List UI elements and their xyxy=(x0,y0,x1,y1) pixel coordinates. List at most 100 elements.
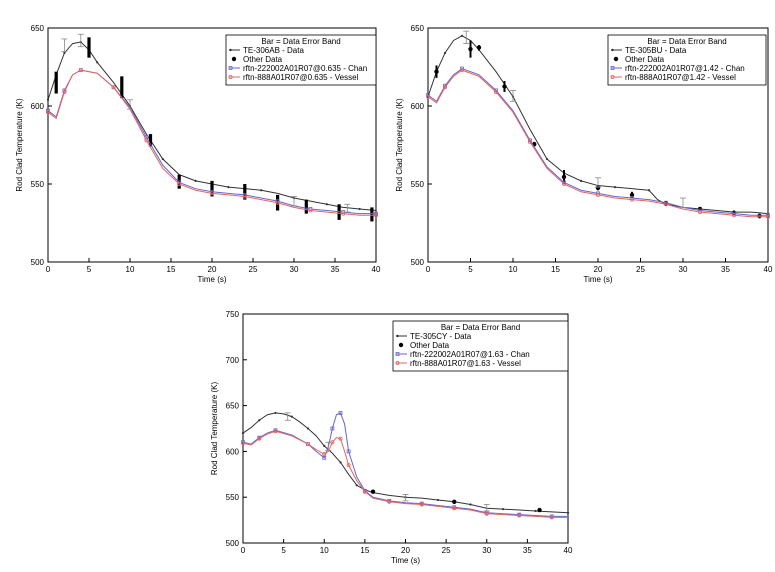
error-band xyxy=(284,412,291,421)
data-point xyxy=(323,444,326,448)
series-2 xyxy=(241,411,568,519)
legend-symbol xyxy=(228,75,240,80)
data-point xyxy=(290,415,293,418)
error-band xyxy=(510,90,516,102)
data-point xyxy=(242,194,247,199)
series-line xyxy=(242,412,568,517)
error-band xyxy=(291,196,297,207)
legend-symbol xyxy=(610,75,622,80)
series-line xyxy=(47,69,376,216)
series-line xyxy=(242,430,568,518)
data-point xyxy=(534,509,537,513)
data-point xyxy=(322,452,327,457)
legend-marker xyxy=(610,75,615,80)
chart-top-right: 0 5 10 15 20 25 30 35 40 500 550 600 650 Time (s) Rod … xyxy=(395,24,773,284)
data-point xyxy=(579,179,583,182)
x-tick-label: 20 xyxy=(594,265,603,274)
legend-title: Bar = Data Error Band xyxy=(261,37,340,46)
x-tick-label: 25 xyxy=(442,546,451,555)
data-point xyxy=(426,93,430,97)
y-tick-label: 650 xyxy=(411,24,425,33)
legend-entry: Other Data xyxy=(625,55,665,64)
plot-area: 0 5 10 15 20 25 30 35 40 500 550 600 650 700 750 Time (… xyxy=(210,310,573,565)
y-tick-label: 650 xyxy=(226,402,240,411)
data-point xyxy=(273,429,278,434)
data-point xyxy=(260,189,263,192)
data-point xyxy=(341,211,346,216)
data-point xyxy=(338,436,343,441)
x-tick-label: 30 xyxy=(679,265,688,274)
x-tick-label: 40 xyxy=(564,546,573,555)
error-band xyxy=(77,33,84,48)
legend-frame xyxy=(607,34,767,86)
series-line xyxy=(427,69,768,218)
data-point xyxy=(436,498,440,502)
data-point xyxy=(144,138,149,143)
data-point xyxy=(387,499,392,504)
error-band xyxy=(61,38,68,52)
legend-marker xyxy=(396,334,399,338)
y-axis-label: Rod Clad Temperature (K) xyxy=(395,98,404,192)
error-band xyxy=(680,197,686,208)
legend-title: Bar = Data Error Band xyxy=(647,37,726,46)
x-tick-label: 20 xyxy=(208,265,217,274)
data-point xyxy=(629,197,634,202)
data-point xyxy=(46,98,50,101)
legend-marker xyxy=(231,56,237,62)
data-point xyxy=(647,189,651,192)
x-tick-label: 0 xyxy=(46,265,51,274)
legend-entry: TE-305CY - Data xyxy=(410,332,472,341)
legend-symbol xyxy=(611,48,622,52)
data-point xyxy=(306,427,310,430)
chart-bottom-center: 0 5 10 15 20 25 30 35 40 500 550 600 650 700 750 Time (… xyxy=(210,310,573,565)
x-axis-label: Time (s) xyxy=(391,556,420,565)
data-point xyxy=(325,203,328,206)
data-point xyxy=(566,511,570,514)
data-bar xyxy=(243,184,247,200)
series-3 xyxy=(426,68,770,219)
y-tick-label: 500 xyxy=(31,258,45,267)
data-point xyxy=(731,213,736,218)
error-band xyxy=(127,99,133,110)
legend-frame xyxy=(392,320,569,372)
data-point xyxy=(537,507,542,513)
y-tick-label: 600 xyxy=(226,447,240,456)
legend-marker xyxy=(395,352,400,356)
data-point xyxy=(443,51,447,55)
series-3 xyxy=(241,429,568,520)
data-point xyxy=(426,94,431,99)
plot-area: 0 5 10 15 20 25 30 35 40 500 550 600 650 Time (s) Rod … xyxy=(395,24,773,284)
legend-frame xyxy=(225,34,377,86)
y-tick-label: 600 xyxy=(31,102,45,111)
data-point xyxy=(613,186,617,189)
data-bar xyxy=(210,180,214,197)
data-point xyxy=(452,506,457,511)
data-point xyxy=(595,192,600,197)
legend-marker xyxy=(398,342,404,348)
data-point xyxy=(527,139,532,144)
x-tick-label: 30 xyxy=(290,265,299,274)
data-bar xyxy=(148,134,153,147)
data-point xyxy=(346,463,351,468)
error-band xyxy=(483,504,490,512)
x-tick-label: 10 xyxy=(126,265,135,274)
data-point xyxy=(460,34,464,37)
data-bar xyxy=(54,71,58,94)
data-point xyxy=(765,214,770,219)
data-point xyxy=(362,489,367,494)
data-point xyxy=(322,455,327,460)
legend-entry: TE-306AB - Data xyxy=(243,46,304,55)
legend-entry: rftn-888A01R07@1.63 - Vessel xyxy=(410,359,521,368)
data-point xyxy=(484,511,489,516)
data-point xyxy=(274,411,277,415)
legend-symbol xyxy=(229,48,240,52)
data-point xyxy=(419,502,424,507)
legend-marker xyxy=(228,66,233,70)
data-point xyxy=(373,213,378,218)
x-tick-label: 30 xyxy=(482,546,491,555)
data-point xyxy=(227,186,230,189)
y-tick-label: 550 xyxy=(31,180,45,189)
legend-symbol xyxy=(613,56,619,62)
